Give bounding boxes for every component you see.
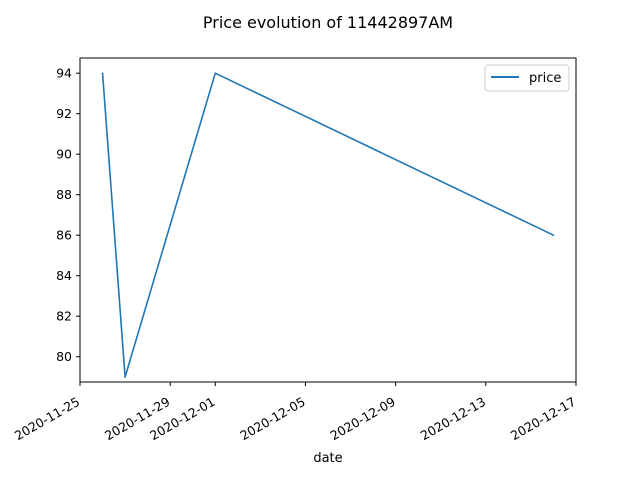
y-tick-label: 82 bbox=[56, 309, 72, 324]
y-tick-label: 94 bbox=[56, 66, 72, 81]
x-tick-label: 2020-12-05 bbox=[237, 394, 307, 443]
series-line-price bbox=[101, 72, 554, 378]
data-point-price bbox=[552, 234, 555, 236]
y-tick-label: 80 bbox=[56, 349, 72, 364]
data-point-price bbox=[101, 72, 104, 74]
legend-frame bbox=[484, 64, 570, 92]
x-tick-label: 2020-12-17 bbox=[508, 394, 578, 443]
x-axis-label: date bbox=[313, 451, 342, 466]
y-tick-label: 84 bbox=[56, 268, 72, 283]
y-axis: 80 82 84 86 88 90 92 94 bbox=[56, 66, 80, 364]
y-tick-label: 86 bbox=[56, 228, 72, 243]
plot-content bbox=[101, 72, 555, 378]
y-tick-label: 90 bbox=[56, 147, 72, 162]
legend: price bbox=[484, 64, 570, 92]
data-point-price bbox=[214, 72, 217, 74]
x-tick-label: 2020-11-25 bbox=[12, 394, 82, 443]
y-tick-label: 88 bbox=[56, 187, 72, 202]
chart-title: Price evolution of 11442897AM bbox=[203, 13, 453, 32]
x-tick-label: 2020-12-09 bbox=[328, 394, 398, 443]
data-point-price bbox=[124, 376, 126, 378]
y-tick-label: 92 bbox=[56, 106, 72, 121]
legend-label-price: price bbox=[529, 71, 561, 86]
x-tick-label: 2020-12-13 bbox=[418, 394, 488, 443]
plot-frame bbox=[79, 57, 577, 383]
